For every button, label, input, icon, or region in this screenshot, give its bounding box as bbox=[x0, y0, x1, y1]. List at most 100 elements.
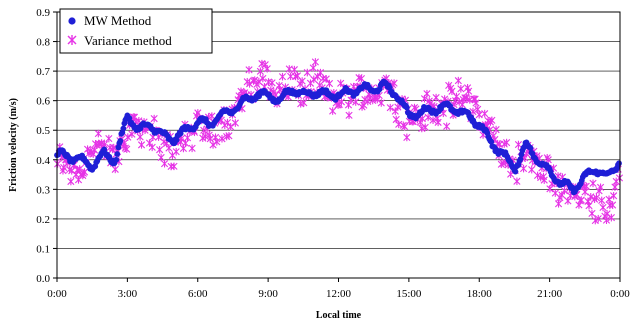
variance-point bbox=[188, 144, 196, 153]
variance-point bbox=[111, 165, 119, 174]
legend-asterisk-marker bbox=[67, 35, 77, 45]
variance-point bbox=[309, 64, 317, 72]
variance-point bbox=[403, 133, 411, 142]
variance-point bbox=[454, 76, 462, 85]
legend-item-variance-method: Variance method bbox=[67, 33, 172, 48]
variance-point bbox=[596, 183, 605, 192]
variance-point bbox=[256, 67, 264, 76]
variance-point bbox=[218, 134, 226, 143]
variance-point bbox=[434, 118, 442, 127]
series-variance-method bbox=[54, 58, 624, 225]
variance-point bbox=[462, 94, 470, 102]
variance-point bbox=[598, 196, 606, 205]
variance-point bbox=[587, 193, 595, 201]
variance-point bbox=[148, 143, 156, 152]
variance-point bbox=[585, 201, 593, 210]
variance-point bbox=[325, 79, 334, 88]
variance-point bbox=[534, 171, 542, 180]
variance-point bbox=[457, 84, 465, 93]
variance-point bbox=[423, 89, 431, 98]
variance-point bbox=[337, 79, 345, 88]
y-tick-label: 0.8 bbox=[36, 37, 50, 49]
mw-point bbox=[616, 160, 622, 167]
x-tick-label: 3:00 bbox=[118, 288, 138, 300]
variance-point bbox=[602, 216, 611, 225]
y-tick-label: 0.5 bbox=[36, 125, 50, 137]
mw-point bbox=[527, 145, 534, 151]
variance-point bbox=[263, 64, 271, 73]
variance-point bbox=[492, 125, 500, 134]
variance-point bbox=[474, 105, 482, 114]
series-mw-method bbox=[54, 78, 622, 196]
mw-point bbox=[403, 104, 410, 111]
variance-point bbox=[599, 203, 607, 212]
variance-point bbox=[209, 141, 217, 149]
y-tick-label: 0.0 bbox=[36, 273, 50, 285]
x-tick-label: 0:00 bbox=[610, 288, 630, 300]
x-tick-label: 18:00 bbox=[467, 288, 493, 300]
legend-box bbox=[59, 8, 213, 54]
variance-point bbox=[165, 144, 173, 152]
y-tick-label: 0.4 bbox=[36, 155, 50, 167]
variance-point bbox=[488, 116, 496, 125]
variance-point bbox=[357, 74, 365, 83]
y-tick-label: 0.1 bbox=[36, 243, 50, 255]
legend: MW Method Variance method bbox=[59, 8, 213, 54]
variance-point bbox=[514, 140, 523, 149]
x-axis-title: Local time bbox=[316, 310, 362, 321]
variance-point bbox=[105, 134, 113, 143]
mw-point bbox=[173, 137, 180, 143]
y-axis: 0.0 0.1 0.2 0.3 0.4 0.5 0.6 0.7 0.8 0.9 bbox=[36, 7, 57, 285]
variance-point bbox=[615, 174, 624, 182]
legend-circle-marker bbox=[68, 17, 76, 25]
variance-point bbox=[465, 87, 473, 95]
variance-point bbox=[300, 98, 308, 107]
mw-point bbox=[117, 138, 124, 144]
y-tick-label: 0.3 bbox=[36, 184, 50, 196]
variance-point bbox=[314, 72, 322, 81]
variance-point bbox=[592, 194, 601, 202]
variance-point bbox=[540, 176, 548, 184]
variance-point bbox=[157, 153, 165, 162]
mw-point bbox=[114, 151, 121, 157]
variance-point bbox=[137, 141, 146, 149]
legend-item-mw-method: MW Method bbox=[68, 13, 152, 28]
x-tick-label: 15:00 bbox=[396, 288, 422, 300]
variance-point bbox=[128, 130, 136, 138]
variance-point bbox=[310, 75, 318, 84]
variance-point bbox=[588, 209, 596, 218]
x-tick-label: 12:00 bbox=[326, 288, 352, 300]
variance-point bbox=[528, 165, 536, 174]
variance-point bbox=[481, 109, 489, 118]
variance-point bbox=[54, 160, 62, 168]
x-tick-label: 6:00 bbox=[188, 288, 208, 300]
variance-point bbox=[390, 79, 398, 87]
variance-point bbox=[582, 182, 590, 191]
variance-point bbox=[421, 123, 429, 132]
variance-point bbox=[245, 66, 253, 74]
y-tick-label: 0.7 bbox=[36, 66, 50, 78]
variance-point bbox=[443, 122, 451, 131]
variance-point bbox=[172, 147, 180, 156]
variance-point bbox=[183, 134, 192, 142]
x-tick-label: 9:00 bbox=[258, 288, 278, 300]
y-tick-label: 0.2 bbox=[36, 214, 50, 226]
variance-point bbox=[225, 131, 233, 140]
mw-point bbox=[120, 125, 127, 132]
variance-point bbox=[298, 77, 306, 85]
variance-point bbox=[268, 79, 276, 87]
variance-point bbox=[513, 177, 521, 186]
variance-point bbox=[577, 196, 585, 204]
variance-point bbox=[67, 177, 75, 186]
variance-point bbox=[322, 75, 330, 83]
variance-point bbox=[223, 118, 232, 127]
variance-point bbox=[303, 68, 311, 77]
variance-point bbox=[472, 99, 480, 107]
variance-point bbox=[377, 99, 385, 107]
variance-point bbox=[145, 139, 154, 147]
variance-point bbox=[611, 183, 619, 191]
variance-point bbox=[329, 107, 337, 115]
variance-point bbox=[130, 113, 139, 122]
variance-point bbox=[150, 114, 158, 123]
x-tick-label: 21:00 bbox=[537, 288, 563, 300]
